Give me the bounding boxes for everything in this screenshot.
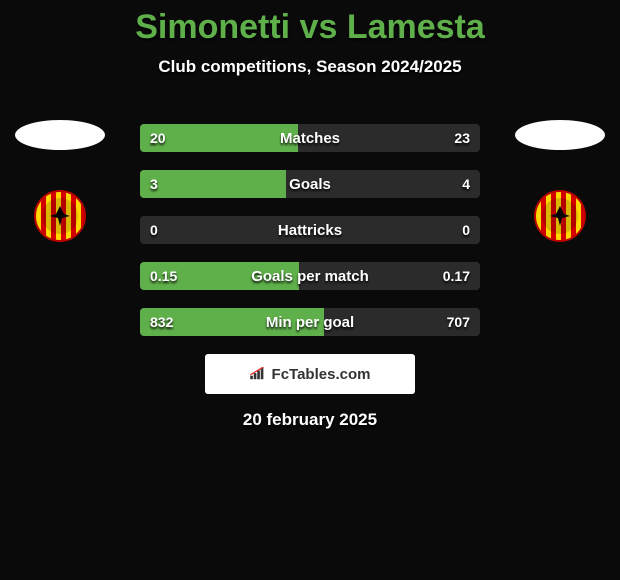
crest-emblem-icon bbox=[50, 206, 70, 226]
player-right-avatar bbox=[515, 120, 605, 150]
bar-label: Goals per match bbox=[140, 268, 480, 285]
bar-label: Matches bbox=[140, 130, 480, 147]
crest-inner-icon bbox=[542, 198, 578, 234]
bar-value-right: 23 bbox=[454, 130, 470, 146]
player-right-crest bbox=[534, 190, 586, 244]
compare-bar-row: 3Goals4 bbox=[140, 170, 480, 198]
bar-label: Hattricks bbox=[140, 222, 480, 239]
bar-value-right: 4 bbox=[462, 176, 470, 192]
page-title: Simonetti vs Lamesta bbox=[0, 0, 620, 47]
subtitle: Club competitions, Season 2024/2025 bbox=[0, 57, 620, 77]
player-left-column bbox=[10, 120, 110, 244]
comparison-infographic: Simonetti vs Lamesta Club competitions, … bbox=[0, 0, 620, 580]
compare-bar-row: 832Min per goal707 bbox=[140, 308, 480, 336]
bar-label: Goals bbox=[140, 176, 480, 193]
player-left-avatar bbox=[15, 120, 105, 150]
bar-value-right: 707 bbox=[447, 314, 470, 330]
attribution-badge: FcTables.com bbox=[205, 354, 415, 394]
compare-bar-row: 20Matches23 bbox=[140, 124, 480, 152]
crest-emblem-icon bbox=[550, 206, 570, 226]
attribution-text: FcTables.com bbox=[272, 366, 371, 383]
compare-bar-row: 0.15Goals per match0.17 bbox=[140, 262, 480, 290]
bar-value-right: 0 bbox=[462, 222, 470, 238]
bar-chart-icon bbox=[250, 367, 268, 381]
player-left-crest bbox=[34, 190, 86, 244]
compare-bars: 20Matches23 3Goals4 0Hattricks0 0.15Goals p… bbox=[140, 124, 480, 354]
date-text: 20 february 2025 bbox=[0, 410, 620, 430]
crest-inner-icon bbox=[42, 198, 78, 234]
bar-value-right: 0.17 bbox=[443, 268, 470, 284]
bar-label: Min per goal bbox=[140, 314, 480, 331]
player-right-column bbox=[510, 120, 610, 244]
compare-bar-row: 0Hattricks0 bbox=[140, 216, 480, 244]
